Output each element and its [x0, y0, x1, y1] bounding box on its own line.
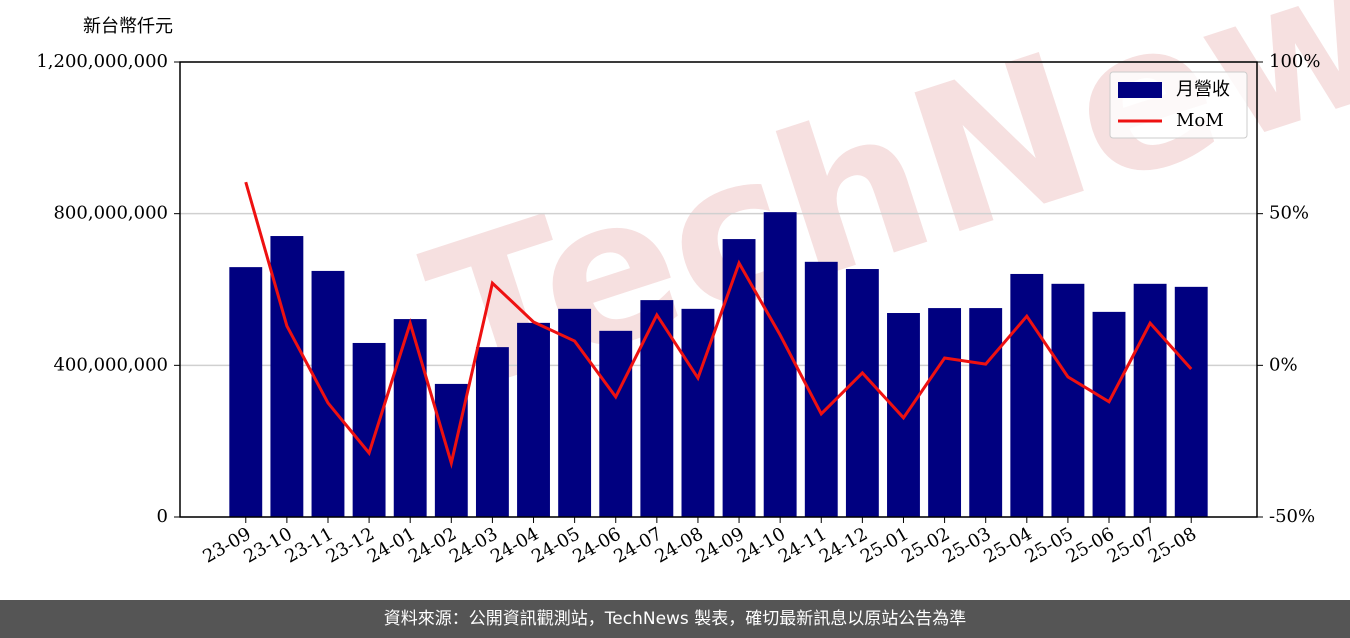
bar — [517, 322, 550, 517]
y-tick-label: 800,000,000 — [53, 203, 168, 224]
plot-frame — [179, 61, 1258, 518]
bar — [969, 308, 1003, 517]
y-tick-label: 1,200,000,000 — [36, 51, 168, 72]
bar — [475, 347, 509, 517]
bar — [804, 261, 838, 517]
footer-bar — [0, 600, 1350, 638]
bar — [352, 342, 386, 517]
bar — [1010, 273, 1044, 517]
bar — [887, 313, 920, 517]
bar — [845, 269, 879, 517]
bar — [434, 383, 468, 517]
bar — [311, 270, 345, 517]
y-axis-title: 新台幣仟元 — [83, 16, 173, 37]
y2-tick-label: 100% — [1269, 51, 1320, 72]
bar — [1051, 283, 1085, 517]
source-note: 資料來源：公開資訊觀測站，TechNews 製表，確切最新訊息以原站公告為準 — [384, 609, 966, 629]
y-tick-label: 0 — [157, 506, 168, 527]
bar — [1174, 286, 1208, 517]
mom-line — [244, 181, 1193, 469]
y-tick-label: 400,000,000 — [53, 354, 168, 375]
bar — [599, 330, 633, 517]
y2-tick-label: 50% — [1269, 203, 1309, 224]
bar — [1133, 283, 1167, 517]
y2-tick-label: -50% — [1269, 506, 1315, 527]
bar — [393, 319, 427, 517]
legend-label: 月營收 — [1176, 79, 1230, 100]
bar — [1092, 311, 1126, 517]
bar — [928, 308, 962, 517]
bar — [722, 239, 756, 517]
bar — [229, 267, 263, 517]
legend-swatch — [1118, 82, 1162, 98]
y2-tick-label: 0% — [1269, 354, 1298, 375]
x-tick-label: 25-08 — [1145, 523, 1200, 567]
legend-label: MoM — [1176, 110, 1224, 131]
bar — [270, 236, 304, 517]
bar — [681, 308, 715, 517]
bar — [763, 212, 797, 517]
